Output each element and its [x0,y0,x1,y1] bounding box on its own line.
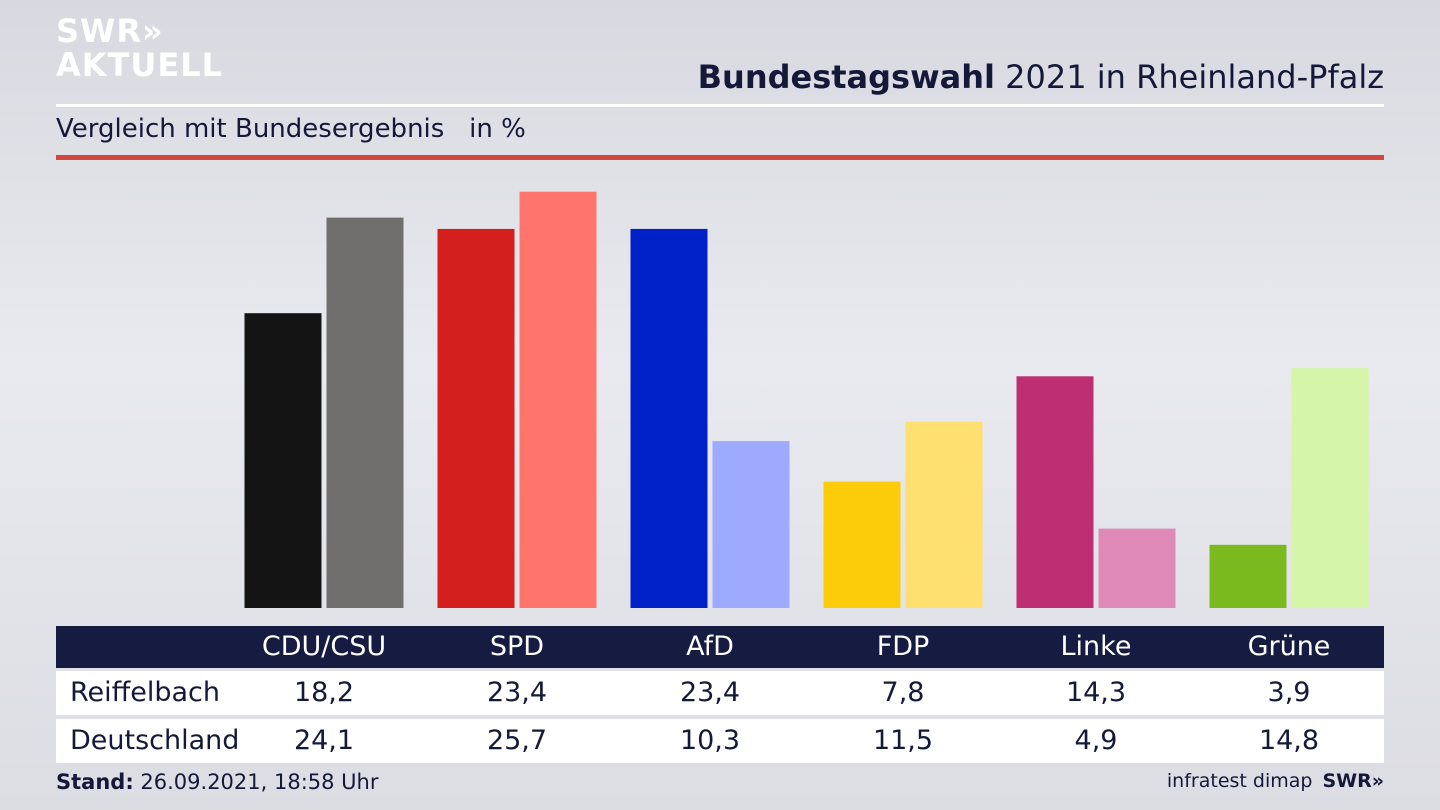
table-cell: 18,2 [293,677,355,708]
bar-linke-deutschland [1098,528,1176,608]
table-cell: 14,3 [1065,677,1127,708]
results-table: CDU/CSU SPD AfD FDP Linke Grüne Reiffelbach 18… [56,626,1384,763]
subtitle-divider [56,155,1384,160]
swr-logo-small: SWR» [1322,770,1384,792]
logo-line-1: SWR» [56,12,164,50]
stand-label: Stand: [56,770,134,794]
table-row: Reiffelbach 18,2 23,4 23,4 7,8 14,3 3,9 [56,671,1384,715]
source-credit: infratest dimap SWR» [1167,770,1384,792]
column-header: AfD [686,631,734,662]
table-cell: 25,7 [486,725,548,756]
bar-fdp-deutschland [905,421,983,608]
bar-fdp-reiffelbach [823,481,901,608]
table-cell: 23,4 [486,677,548,708]
row-label: Reiffelbach [70,677,221,708]
page-title: Bundestagswahl 2021 in Rheinland-Pfalz [698,58,1384,96]
table-cell: 14,8 [1258,725,1320,756]
source-label: infratest dimap [1166,770,1313,792]
timestamp: Stand: 26.09.2021, 18:58 Uhr [56,770,379,794]
row-label: Deutschland [70,725,240,756]
column-header: Grüne [1247,631,1331,662]
column-header: FDP [876,631,930,662]
column-header: CDU/CSU [261,631,387,662]
chart-subtitle: Vergleich mit Bundesergebnis in % [56,114,526,144]
title-rest: 2021 in Rheinland-Pfalz [995,58,1384,96]
table-cell: 3,9 [1267,677,1311,708]
column-header: SPD [489,631,545,662]
bar-linke-reiffelbach [1016,376,1094,608]
table-cell: 7,8 [881,677,925,708]
table-cell: 11,5 [872,725,934,756]
bar-afd-deutschland [712,441,790,608]
table-cell: 10,3 [679,725,741,756]
bar-afd-reiffelbach [630,228,708,608]
bar-cdu-csu-reiffelbach [244,313,322,608]
bar-chart [244,191,1369,608]
logo-line-2: AKTUELL [56,46,224,84]
title-divider [56,104,1384,107]
swr-aktuell-logo: SWR» AKTUELL [56,14,223,82]
column-header: Linke [1060,631,1132,662]
table-cell: 23,4 [679,677,741,708]
table-cell: 4,9 [1074,725,1118,756]
bar-gr-ne-reiffelbach [1209,544,1287,608]
table-row: Deutschland 24,1 25,7 10,3 11,5 4,9 14,8 [56,719,1384,763]
bar-spd-deutschland [519,191,597,608]
stand-value: 26.09.2021, 18:58 Uhr [133,770,379,794]
bar-cdu-csu-deutschland [326,217,404,608]
table-cell: 24,1 [293,725,355,756]
bar-gr-ne-deutschland [1291,368,1369,608]
title-bold: Bundestagswahl [697,58,995,96]
bar-spd-reiffelbach [437,228,515,608]
table-header-row: CDU/CSU SPD AfD FDP Linke Grüne [56,626,1384,668]
